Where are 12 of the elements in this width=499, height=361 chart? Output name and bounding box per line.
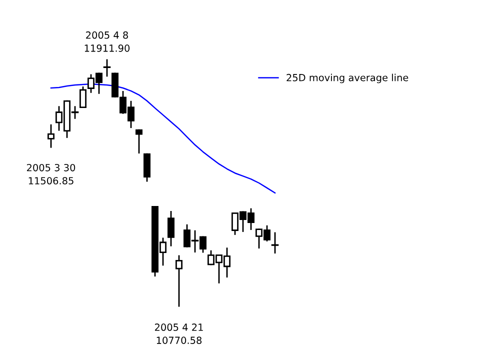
candlestick (103, 59, 111, 77)
candlestick (168, 211, 174, 246)
annotation: 2005 4 21 10770.58 (154, 324, 203, 344)
candlestick (80, 86, 86, 108)
legend-label: 25D moving average line (286, 74, 408, 84)
candlestick (48, 124, 54, 148)
candlestick (271, 232, 279, 254)
candlestick (136, 129, 142, 154)
annotation: 2005 4 8 11911.90 (84, 31, 130, 52)
candlestick (144, 153, 150, 182)
candlestick (176, 255, 182, 307)
annotation: 2005 3 30 11506.85 (26, 164, 76, 184)
